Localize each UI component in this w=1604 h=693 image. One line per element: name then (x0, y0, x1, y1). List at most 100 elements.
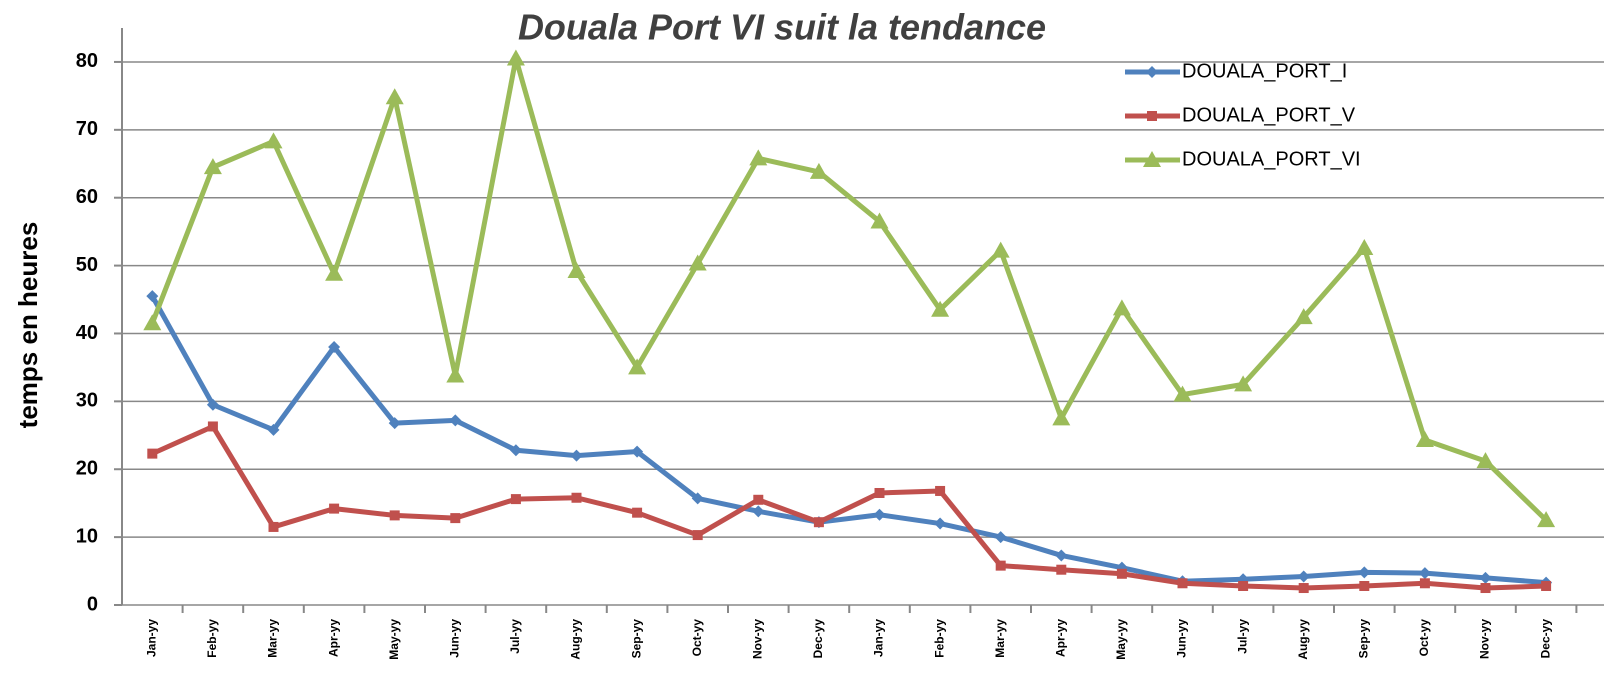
x-tick-label: Jun-yy (447, 619, 461, 658)
y-tick-label: 30 (76, 390, 98, 412)
x-tick-label: Apr-yy (1053, 619, 1067, 657)
marker (688, 254, 707, 271)
marker (809, 162, 828, 179)
marker (146, 290, 159, 303)
marker (1146, 66, 1158, 78)
series (147, 421, 1552, 594)
marker (264, 132, 283, 149)
x-tick-label: Mar-yy (266, 619, 280, 658)
marker (206, 398, 219, 411)
marker (1056, 564, 1067, 575)
y-tick-label: 80 (76, 50, 98, 72)
legend-label: DOUALA_PORT_V (1182, 104, 1356, 126)
marker (325, 264, 344, 281)
y-axis-label: temps en heures (13, 222, 43, 429)
marker (449, 414, 462, 427)
marker (1418, 567, 1431, 580)
x-tick-label: Sep-yy (629, 619, 643, 659)
x-tick-label: Sep-yy (1356, 619, 1370, 659)
marker (1055, 549, 1068, 562)
marker (631, 445, 644, 458)
marker (450, 513, 461, 524)
marker (1297, 570, 1310, 583)
marker (1537, 511, 1556, 528)
marker (995, 560, 1006, 571)
marker (268, 521, 279, 532)
x-tick-label: Jan-yy (872, 619, 886, 657)
x-tick-label: Nov-yy (1478, 619, 1492, 659)
marker (1052, 409, 1071, 426)
x-tick-label: Jan-yy (144, 619, 158, 657)
legend-label: DOUALA_PORT_I (1182, 60, 1347, 82)
marker (935, 485, 946, 496)
x-tick-label: Dec-yy (811, 619, 825, 659)
marker (1112, 299, 1131, 316)
series-line (150, 294, 1547, 586)
marker (570, 449, 583, 462)
marker (446, 366, 465, 383)
marker (1177, 578, 1188, 589)
marker (749, 149, 768, 166)
x-tick-label: May-yy (387, 619, 401, 660)
marker (870, 212, 889, 229)
marker (571, 492, 582, 503)
chart-title: Douala Port VI suit la tendance (518, 7, 1046, 48)
marker (1143, 151, 1161, 167)
x-tick-label: Nov-yy (750, 619, 764, 659)
x-tick-label: Dec-yy (1538, 619, 1552, 659)
marker (1541, 580, 1552, 591)
x-tick-label: May-yy (1114, 619, 1128, 660)
y-tick-label: 20 (76, 458, 98, 480)
marker (143, 314, 162, 331)
marker (1355, 238, 1374, 255)
marker (632, 507, 643, 518)
marker (994, 531, 1007, 544)
marker (567, 262, 586, 279)
marker (389, 510, 400, 521)
y-tick-label: 10 (76, 525, 98, 547)
y-tick-label: 50 (76, 254, 98, 276)
marker (509, 444, 522, 457)
marker (1419, 578, 1430, 589)
x-tick-label: Jul-yy (1235, 619, 1249, 654)
marker (874, 487, 885, 498)
marker (934, 517, 947, 530)
marker (1234, 375, 1253, 392)
marker (752, 505, 765, 518)
marker (506, 49, 525, 66)
marker (628, 358, 647, 375)
marker (1298, 583, 1309, 594)
legend-label: DOUALA_PORT_VI (1182, 148, 1361, 170)
x-tick-label: Aug-yy (1296, 619, 1310, 660)
marker (1173, 385, 1192, 402)
x-tick-label: Feb-yy (205, 619, 219, 658)
x-tick-label: Mar-yy (993, 619, 1007, 658)
x-tick-label: Oct-yy (690, 619, 704, 657)
marker (692, 530, 703, 541)
series-line (151, 423, 1547, 591)
marker (207, 421, 218, 432)
marker (388, 417, 401, 430)
y-tick-label: 70 (76, 118, 98, 140)
series (146, 290, 1553, 589)
marker (1479, 571, 1492, 584)
x-tick-label: Aug-yy (569, 619, 583, 660)
y-tick-label: 0 (87, 593, 98, 615)
x-tick-label: Jun-yy (1175, 619, 1189, 658)
marker (328, 341, 341, 354)
marker (385, 88, 404, 105)
marker (1476, 452, 1495, 469)
marker (510, 494, 521, 505)
marker (691, 492, 704, 505)
marker (1480, 583, 1491, 594)
marker (991, 241, 1010, 258)
y-tick-label: 60 (76, 186, 98, 208)
series-line (149, 56, 1548, 522)
marker (1238, 580, 1249, 591)
x-tick-label: Feb-yy (932, 619, 946, 658)
marker (753, 494, 764, 505)
marker (1415, 431, 1434, 448)
marker (1116, 568, 1127, 579)
